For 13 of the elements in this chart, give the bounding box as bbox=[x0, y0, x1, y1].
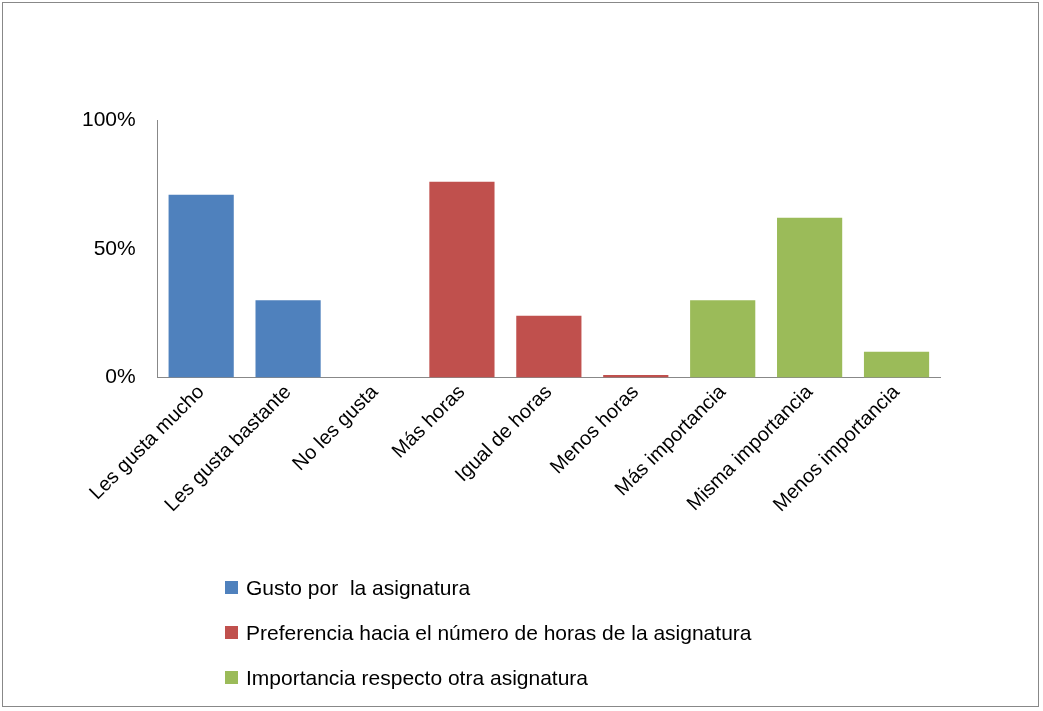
y-tick-label: 50% bbox=[93, 235, 136, 259]
bar bbox=[168, 194, 234, 378]
y-tick-label: 100% bbox=[81, 106, 136, 130]
legend-label: Preferencia hacia el número de horas de la asignatura bbox=[246, 620, 752, 645]
bar bbox=[429, 181, 495, 378]
legend-label: Gusto por la asignatura bbox=[246, 575, 471, 600]
bar bbox=[777, 217, 843, 378]
legend-label: Importancia respecto otra asignatura bbox=[246, 665, 589, 690]
bar bbox=[255, 300, 321, 378]
bar bbox=[863, 351, 930, 378]
y-tick-label: 0% bbox=[105, 364, 136, 388]
bar bbox=[690, 300, 756, 378]
bar bbox=[516, 315, 582, 378]
